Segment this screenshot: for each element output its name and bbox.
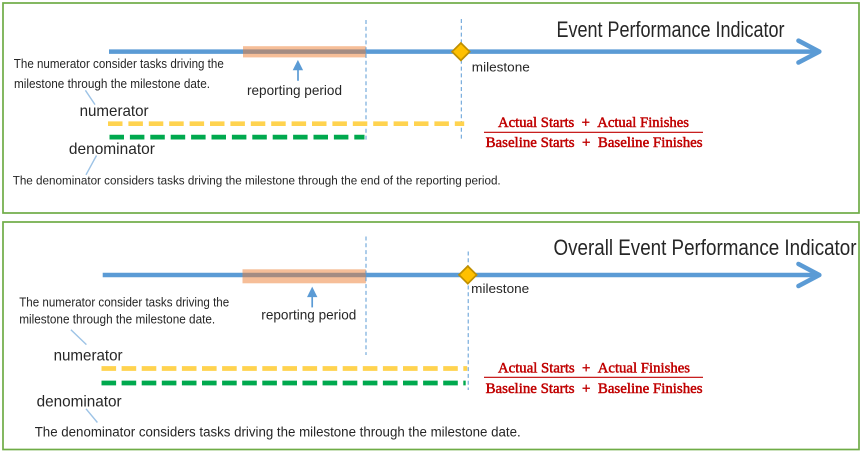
svg-text:Overall Event Performance Indi: Overall Event Performance Indicator [554, 235, 857, 260]
svg-text:reporting period: reporting period [261, 307, 356, 322]
svg-text:Event Performance Indicator: Event Performance Indicator [557, 17, 785, 42]
svg-text:denominator: denominator [69, 141, 155, 158]
svg-text:milestone through the mileston: milestone through the milestone date. [19, 313, 215, 327]
svg-text:milestone through the mileston: milestone through the milestone date. [14, 77, 210, 91]
svg-text:numerator: numerator [54, 348, 123, 365]
svg-text:denominator: denominator [37, 393, 122, 410]
svg-text:reporting period: reporting period [247, 83, 342, 98]
svg-text:milestone: milestone [472, 60, 530, 75]
svg-text:numerator: numerator [80, 103, 149, 120]
svg-text:Baseline Starts + Baseline F: Baseline Starts + Baseline Finishes [486, 135, 703, 151]
svg-text:milestone: milestone [471, 281, 529, 296]
svg-text:The denominator considers task: The denominator considers tasks driving … [35, 424, 521, 440]
svg-text:Baseline Starts + Baseline F: Baseline Starts + Baseline Finishes [486, 381, 703, 397]
svg-text:The denominator considers task: The denominator considers tasks driving … [13, 173, 501, 187]
svg-text:The numerator consider tasks d: The numerator consider tasks driving the [19, 295, 229, 309]
svg-text:Actual Starts + Actual Finis: Actual Starts + Actual Finishes [498, 360, 690, 376]
svg-text:Actual Starts + Actual Finis: Actual Starts + Actual Finishes [498, 115, 689, 131]
svg-text:The numerator consider tasks d: The numerator consider tasks driving the [14, 57, 224, 71]
